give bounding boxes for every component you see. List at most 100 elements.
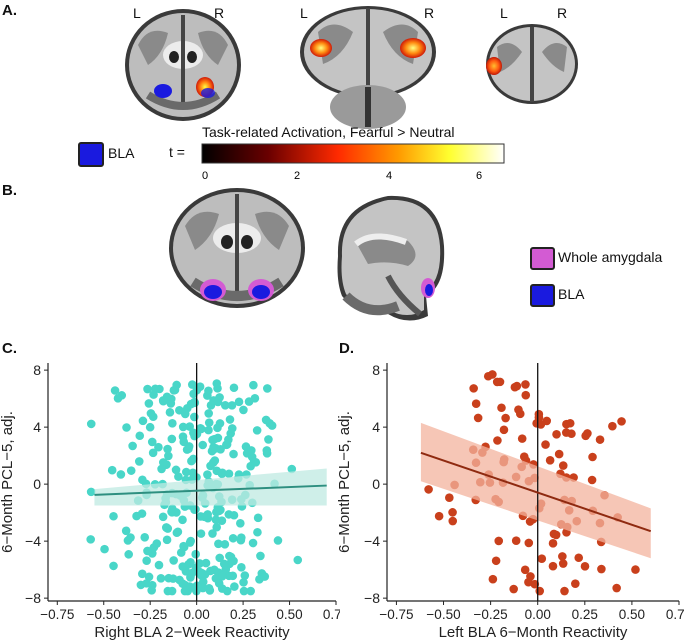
data-point <box>548 561 558 571</box>
coronal-brain-image-rois <box>169 188 305 308</box>
data-point <box>165 408 175 417</box>
data-point <box>535 586 545 596</box>
data-point <box>172 528 182 538</box>
data-point <box>187 456 196 466</box>
data-point <box>178 432 188 442</box>
data-point <box>178 515 187 525</box>
scatter-chart-c: 8 4 0 −4 −8−0.75 −0.50 −0.25 0.00 0.25 0.50 0.75 Ri… <box>0 362 340 641</box>
data-point <box>204 418 214 427</box>
data-point <box>197 568 207 578</box>
data-point <box>184 444 193 454</box>
x-tick-label: 0.25 <box>572 607 598 622</box>
data-point <box>162 535 172 545</box>
y-tick-label: 0 <box>372 476 380 492</box>
data-point <box>511 536 521 546</box>
data-point <box>488 574 498 584</box>
data-point <box>239 405 248 415</box>
x-axis-label: Right BLA 2−Week Reactivity <box>94 624 290 641</box>
data-point <box>180 409 190 419</box>
x-tick-label: −0.75 <box>379 607 413 622</box>
data-point <box>107 465 117 475</box>
data-point <box>561 428 571 437</box>
data-point <box>116 470 126 479</box>
data-point <box>534 413 544 422</box>
data-point <box>541 440 550 449</box>
bla-swatch <box>530 284 555 307</box>
data-point <box>237 533 246 542</box>
data-point <box>164 451 173 461</box>
data-point <box>200 512 209 522</box>
panel-label-a: A. <box>2 2 17 19</box>
y-axis-label: 6−Month PCL−5, adj. <box>0 411 16 553</box>
colorbar-tick: 2 <box>294 170 300 182</box>
data-point <box>86 535 95 544</box>
x-axis-label: Left BLA 6−Month Reactivity <box>439 624 628 641</box>
data-point <box>201 558 211 568</box>
data-point <box>214 539 223 549</box>
data-point <box>552 429 561 439</box>
y-tick-label: 8 <box>372 362 380 378</box>
data-point <box>256 551 265 561</box>
data-point <box>195 559 205 568</box>
left-label: L <box>500 5 508 21</box>
y-tick-label: −4 <box>25 533 41 549</box>
data-point <box>558 461 568 470</box>
data-point <box>448 516 458 526</box>
data-point <box>145 422 155 432</box>
left-label: L <box>300 5 308 21</box>
data-point <box>262 446 272 455</box>
data-point <box>109 561 118 571</box>
data-point <box>229 510 239 520</box>
coronal-brain-image-activation <box>125 9 241 121</box>
data-point <box>239 586 249 596</box>
data-point <box>190 505 199 514</box>
data-point <box>248 538 258 548</box>
data-point <box>138 416 148 426</box>
data-point <box>519 452 529 461</box>
colorbar-tick: 6 <box>476 170 482 182</box>
data-point <box>195 382 205 392</box>
data-point <box>208 435 217 445</box>
data-point <box>448 508 457 517</box>
data-point <box>473 413 483 423</box>
data-point <box>215 393 224 402</box>
data-point <box>211 444 221 453</box>
data-point <box>196 424 206 434</box>
data-point <box>204 409 213 418</box>
data-point <box>168 504 177 514</box>
data-point <box>122 423 131 432</box>
data-point <box>181 467 191 477</box>
data-point <box>147 437 157 447</box>
x-tick-label: 0.50 <box>619 607 645 622</box>
data-point <box>143 384 152 394</box>
data-point <box>526 572 535 581</box>
x-tick-label: −0.50 <box>426 607 460 622</box>
sagittal-brain-image-rois <box>337 195 445 321</box>
data-point <box>228 533 238 543</box>
data-point <box>187 568 197 578</box>
data-point <box>263 384 272 393</box>
data-point <box>191 549 200 559</box>
data-point <box>617 417 626 426</box>
data-point <box>574 553 584 563</box>
data-point <box>135 431 145 441</box>
data-point <box>558 552 567 561</box>
data-point <box>608 421 617 431</box>
data-point <box>212 522 221 532</box>
data-point <box>224 469 234 479</box>
data-point <box>228 571 238 581</box>
data-point <box>142 579 151 588</box>
data-point <box>230 582 239 591</box>
data-point <box>184 560 193 569</box>
data-point <box>124 550 133 559</box>
data-point <box>264 435 273 444</box>
data-point <box>220 540 230 549</box>
data-point <box>208 529 217 538</box>
data-point <box>493 436 502 445</box>
data-point <box>524 538 534 548</box>
data-point <box>241 442 251 451</box>
regression-line <box>420 451 652 533</box>
x-tick-label: 0.00 <box>184 607 210 622</box>
data-point <box>525 517 535 526</box>
data-point <box>185 422 194 431</box>
